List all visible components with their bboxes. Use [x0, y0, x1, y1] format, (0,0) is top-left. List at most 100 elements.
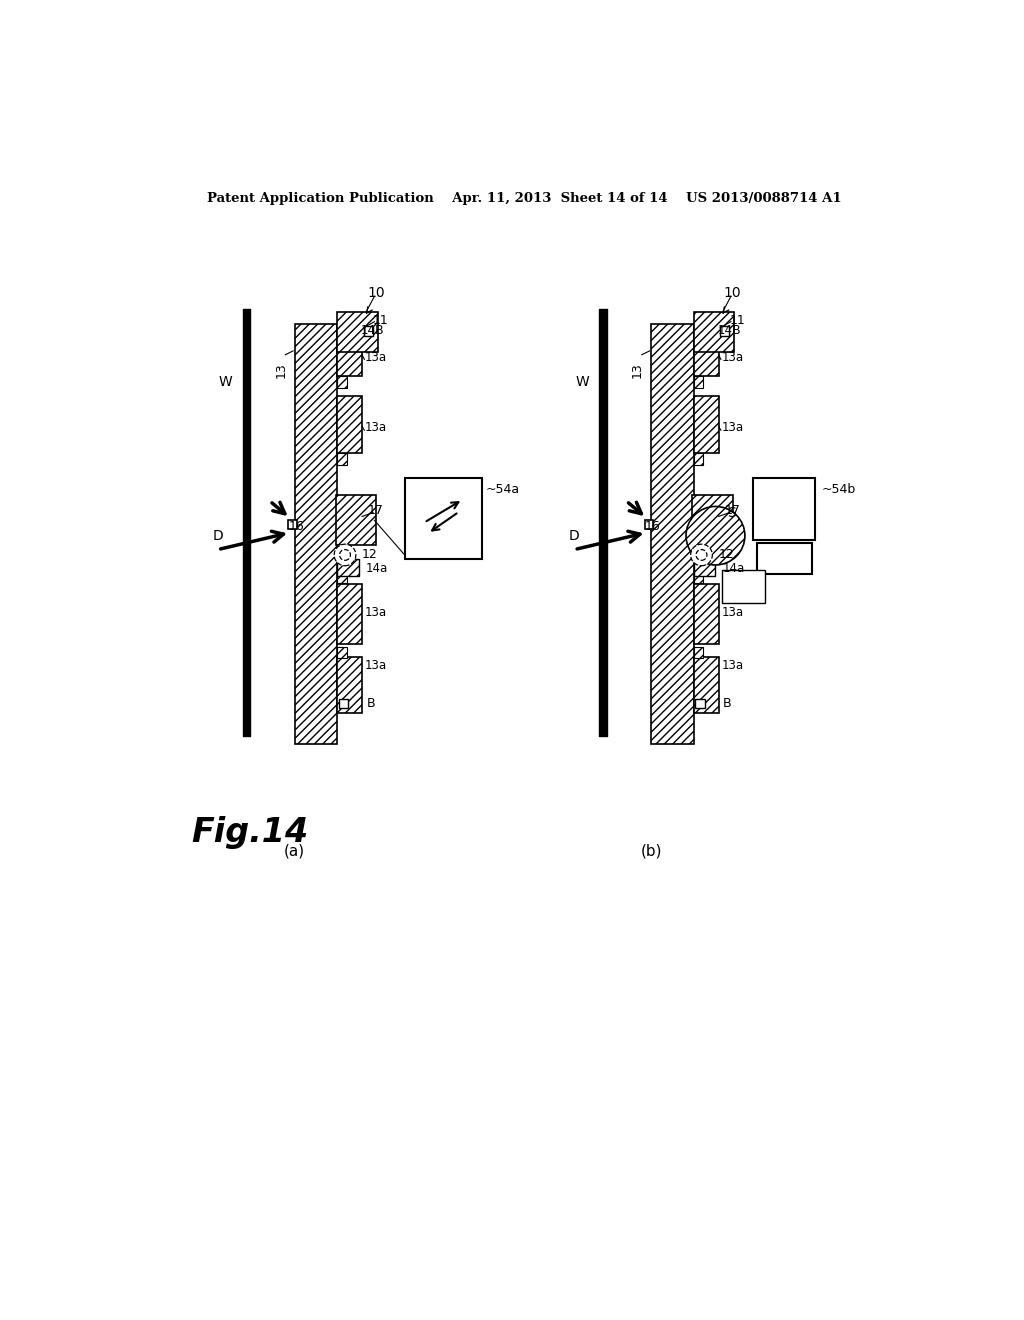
Text: (b): (b)	[640, 843, 662, 859]
Bar	[754, 478, 815, 540]
Text: 12: 12	[719, 548, 734, 561]
Bar	[337, 396, 362, 453]
Bar	[695, 700, 705, 708]
Bar	[651, 323, 693, 743]
Text: 10: 10	[724, 286, 741, 300]
Bar	[295, 323, 337, 743]
Bar	[336, 495, 376, 545]
Text: 14a: 14a	[366, 562, 388, 576]
Bar	[337, 558, 359, 576]
Text: ~54b: ~54b	[821, 483, 856, 496]
Bar	[693, 647, 703, 659]
Bar	[337, 585, 362, 644]
Text: W: W	[219, 375, 232, 388]
Text: B: B	[367, 697, 376, 710]
Bar	[693, 558, 716, 576]
Circle shape	[686, 507, 744, 565]
Text: B: B	[723, 697, 732, 710]
Bar	[295, 323, 337, 743]
Bar	[693, 323, 719, 376]
Bar	[692, 495, 732, 545]
Bar	[693, 585, 719, 644]
Text: 12: 12	[362, 548, 378, 561]
Text: D: D	[569, 529, 580, 543]
Bar	[693, 376, 703, 388]
Text: 13a: 13a	[722, 351, 743, 363]
Bar	[693, 585, 719, 644]
Bar	[645, 520, 653, 529]
Text: (a): (a)	[284, 843, 305, 859]
Bar	[693, 647, 703, 659]
Bar	[337, 376, 346, 388]
Bar	[693, 313, 734, 352]
Bar	[337, 558, 359, 576]
Text: 16: 16	[645, 520, 660, 533]
Bar	[404, 478, 482, 558]
Bar	[651, 323, 693, 743]
Bar	[337, 376, 346, 388]
Bar	[693, 396, 719, 453]
Bar	[693, 323, 719, 376]
Bar	[337, 657, 362, 713]
Text: D: D	[213, 529, 223, 543]
Text: B: B	[375, 325, 383, 338]
Bar	[337, 657, 362, 713]
Bar	[693, 313, 734, 352]
Bar	[722, 570, 765, 603]
Text: 13a: 13a	[366, 659, 387, 672]
Circle shape	[334, 544, 356, 566]
Bar	[693, 657, 719, 713]
Text: S: S	[727, 506, 736, 520]
Text: 13a: 13a	[366, 351, 387, 363]
Bar	[693, 558, 716, 576]
Text: 13a: 13a	[722, 659, 743, 672]
Text: 13a: 13a	[366, 421, 387, 434]
Text: 13: 13	[631, 362, 644, 378]
Bar	[693, 376, 703, 388]
Bar	[337, 313, 378, 352]
Bar	[337, 396, 362, 453]
Text: W: W	[575, 375, 589, 388]
Bar	[693, 453, 703, 465]
Text: 11: 11	[373, 314, 388, 326]
Bar	[337, 585, 362, 644]
Circle shape	[690, 544, 713, 566]
Bar	[337, 453, 346, 465]
Bar	[339, 700, 348, 708]
Text: 13a: 13a	[366, 606, 387, 619]
Bar	[364, 326, 373, 335]
Bar	[692, 495, 732, 545]
Bar	[337, 453, 346, 465]
Text: 11: 11	[729, 314, 745, 326]
Bar	[693, 396, 719, 453]
Bar	[758, 544, 812, 574]
Bar	[720, 326, 729, 335]
Bar	[336, 495, 376, 545]
Text: ~54a: ~54a	[486, 483, 520, 496]
Text: 14: 14	[360, 325, 376, 338]
Bar	[337, 572, 346, 583]
Bar	[693, 572, 703, 583]
Bar	[337, 572, 346, 583]
Bar	[337, 647, 346, 659]
Text: 14: 14	[717, 325, 732, 338]
Bar	[337, 323, 362, 376]
Text: 13a: 13a	[722, 606, 743, 619]
Text: 10: 10	[368, 286, 385, 300]
Bar	[693, 453, 703, 465]
Text: Fig.14: Fig.14	[191, 816, 309, 849]
Text: 16: 16	[289, 520, 304, 533]
Text: 13a: 13a	[722, 421, 743, 434]
Bar	[693, 657, 719, 713]
Text: Patent Application Publication    Apr. 11, 2013  Sheet 14 of 14    US 2013/00887: Patent Application Publication Apr. 11, …	[208, 191, 842, 205]
Bar	[289, 520, 297, 529]
Text: 17: 17	[725, 504, 740, 517]
Bar	[337, 647, 346, 659]
Bar	[337, 313, 378, 352]
Text: 14a: 14a	[722, 562, 744, 576]
Text: B: B	[731, 325, 740, 338]
Bar	[337, 323, 362, 376]
Bar	[693, 572, 703, 583]
Text: 13: 13	[274, 362, 287, 378]
Text: 17: 17	[368, 504, 384, 517]
